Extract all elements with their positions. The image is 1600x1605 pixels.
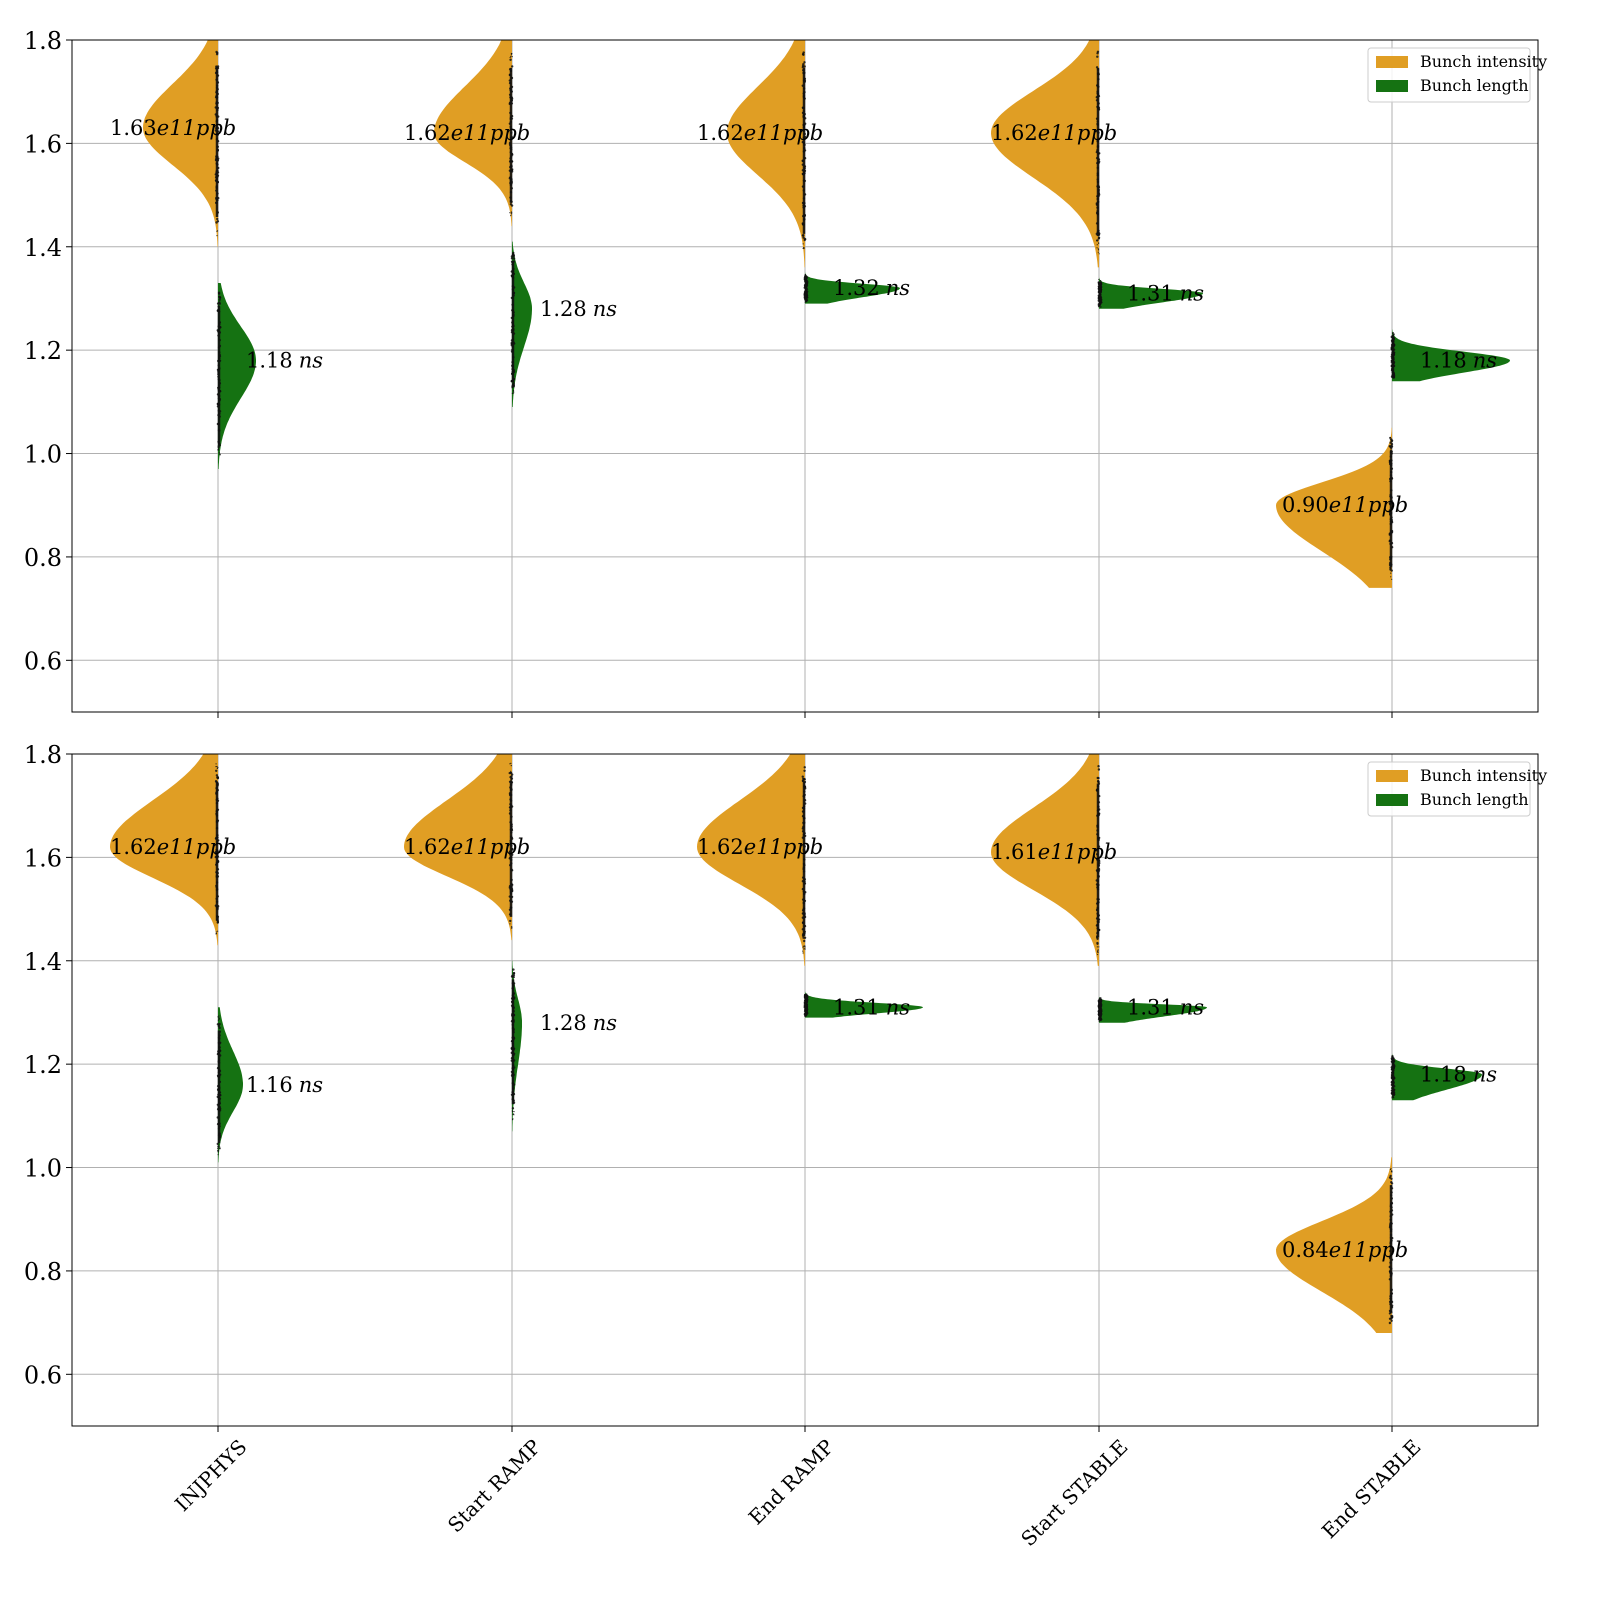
intensity-violin-1 <box>110 754 218 946</box>
intensity-points-2 <box>508 52 514 217</box>
panel-1: 0.6 0.8 1.0 1.2 1.4 1.6 1.8 1.63e11ppb 1.62e11pp… <box>24 27 1547 718</box>
length-median-label-4: 1.31 ns <box>1127 995 1204 1019</box>
axes-frame <box>71 753 1539 1427</box>
length-points-2 <box>510 251 516 394</box>
length-points-3 <box>803 274 809 303</box>
length-violin-5 <box>1392 1053 1482 1101</box>
intensity-median-label-4: 1.61e11ppb <box>991 840 1117 864</box>
x-category-label: Start STABLE <box>1016 1435 1132 1551</box>
intensity-violin-3 <box>697 754 805 966</box>
x-category-label: End STABLE <box>1317 1435 1426 1544</box>
intensity-points-4 <box>1095 765 1101 956</box>
length-violin-1 <box>218 283 256 469</box>
legend-swatch-intensity <box>1376 56 1408 68</box>
intensity-median-label-1: 1.62e11ppb <box>110 835 236 859</box>
axes-frame <box>71 39 1539 713</box>
intensity-median-label-3: 1.62e11ppb <box>697 835 823 859</box>
intensity-points-3 <box>801 51 807 250</box>
length-points-4 <box>1097 997 1103 1023</box>
length-median-label-2: 1.28 ns <box>540 297 617 321</box>
length-violin-3 <box>805 991 923 1018</box>
legend-label-intensity: Bunch intensity <box>1420 52 1547 71</box>
x-category-label: INJPHYS <box>170 1435 251 1516</box>
intensity-violin-5 <box>1276 427 1392 588</box>
intensity-points-5 <box>1388 436 1394 580</box>
intensity-median-label-3: 1.62e11ppb <box>697 121 823 145</box>
y-tick-label: 0.6 <box>24 1361 62 1389</box>
y-tick-label: 1.8 <box>24 27 62 55</box>
length-points-5 <box>1390 332 1396 379</box>
intensity-violin-4 <box>991 754 1099 966</box>
legend-swatch-length <box>1376 794 1408 806</box>
length-median-label-2: 1.28 ns <box>540 1011 617 1035</box>
intensity-violin-1 <box>143 40 218 247</box>
length-median-label-1: 1.18 ns <box>246 348 323 372</box>
y-tick-label: 1.0 <box>24 441 62 469</box>
y-tick-label: 1.4 <box>24 948 62 976</box>
intensity-points-4 <box>1095 50 1101 255</box>
intensity-points-1 <box>214 50 220 237</box>
x-category-label: Start RAMP <box>443 1435 546 1538</box>
length-points-4 <box>1097 278 1103 308</box>
violins <box>143 40 1510 588</box>
length-median-label-5: 1.18 ns <box>1420 348 1497 372</box>
legend-swatch-length <box>1376 80 1408 92</box>
legend-label-length: Bunch length <box>1420 790 1529 809</box>
intensity-median-label-1: 1.63e11ppb <box>110 116 236 140</box>
legend: Bunch intensity Bunch length <box>1367 761 1547 817</box>
length-points-1 <box>216 1015 222 1156</box>
y-tick-label: 1.6 <box>24 844 62 872</box>
length-violin-2 <box>512 241 532 407</box>
intensity-points-2 <box>508 762 514 929</box>
y-tick-label: 0.8 <box>24 544 62 572</box>
intensity-violin-4 <box>991 40 1099 268</box>
length-median-label-3: 1.31 ns <box>833 995 910 1019</box>
panel-2: 0.6 0.8 1.0 1.2 1.4 1.6 1.8 1.62e11ppb 1.62e11pp… <box>24 741 1547 1551</box>
y-tick-label: 0.8 <box>24 1258 62 1286</box>
x-category-label: End RAMP <box>744 1435 839 1530</box>
length-violin-5 <box>1392 329 1510 382</box>
intensity-median-label-2: 1.62e11ppb <box>404 835 530 859</box>
y-tick-label: 1.4 <box>24 234 62 262</box>
length-violin-4 <box>1099 277 1203 309</box>
length-points-1 <box>216 291 222 456</box>
y-tick-label: 0.6 <box>24 647 62 675</box>
legend-label-length: Bunch length <box>1420 76 1529 95</box>
intensity-median-label-5: 0.90e11ppb <box>1282 493 1408 517</box>
intensity-median-label-5: 0.84e11ppb <box>1282 1238 1408 1262</box>
length-violin-3 <box>805 272 900 304</box>
length-median-label-3: 1.32 ns <box>833 276 910 300</box>
intensity-median-label-2: 1.62e11ppb <box>404 121 530 145</box>
legend: Bunch intensity Bunch length <box>1367 47 1547 103</box>
intensity-points-3 <box>801 766 807 954</box>
violins <box>110 754 1482 1333</box>
y-tick-label: 1.0 <box>24 1155 62 1183</box>
intensity-median-label-4: 1.62e11ppb <box>991 121 1117 145</box>
intensity-violin-2 <box>404 754 512 941</box>
y-tick-label: 1.2 <box>24 337 62 365</box>
length-median-label-4: 1.31 ns <box>1127 281 1204 305</box>
length-violin-1 <box>218 1007 243 1163</box>
length-median-label-1: 1.16 ns <box>246 1073 323 1097</box>
y-tick-label: 1.6 <box>24 130 62 158</box>
intensity-violin-3 <box>727 40 805 268</box>
length-points-3 <box>803 993 809 1017</box>
length-median-label-5: 1.18 ns <box>1420 1062 1497 1086</box>
length-violin-4 <box>1099 997 1207 1023</box>
legend-label-intensity: Bunch intensity <box>1420 766 1547 785</box>
y-tick-label: 1.2 <box>24 1051 62 1079</box>
intensity-points-5 <box>1388 1168 1394 1325</box>
intensity-points-1 <box>214 763 220 935</box>
legend-swatch-intensity <box>1376 770 1408 782</box>
length-points-2 <box>510 968 516 1121</box>
length-points-5 <box>1390 1055 1396 1099</box>
intensity-violin-5 <box>1276 1157 1392 1333</box>
length-violin-2 <box>512 960 522 1132</box>
y-tick-label: 1.8 <box>24 741 62 769</box>
intensity-violin-2 <box>434 40 512 227</box>
